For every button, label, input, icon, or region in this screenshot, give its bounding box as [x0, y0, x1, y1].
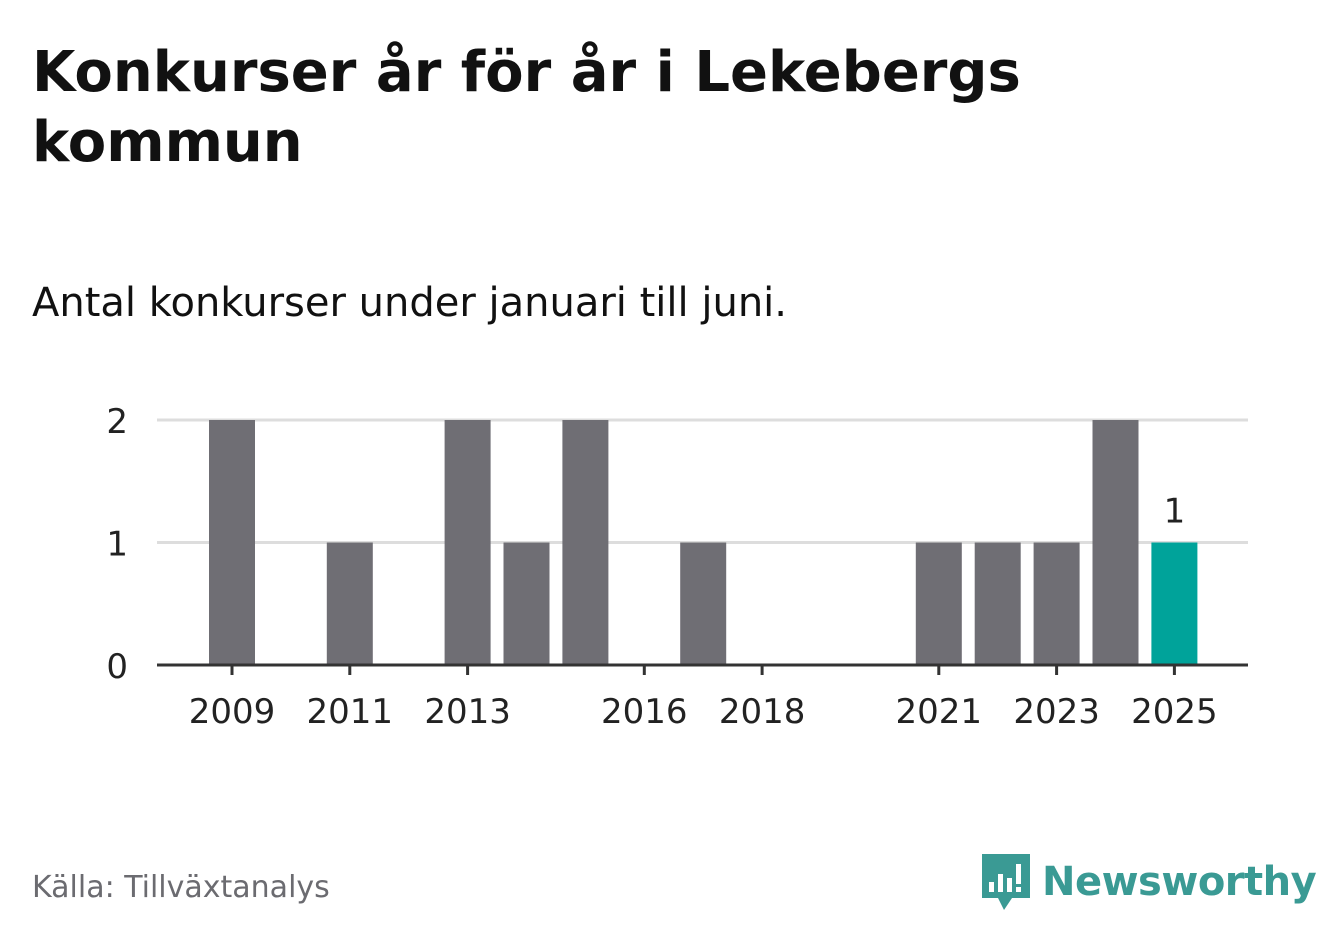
bar-2022 [974, 542, 1021, 665]
data-label: 1 [1164, 492, 1186, 532]
labels: 0 1 2 2009 2011 2013 2016 2018 2021 2023 2025 1 [106, 402, 1217, 732]
bar-2025 [1151, 542, 1198, 665]
newsworthy-logo-icon [982, 854, 1030, 910]
brand-logo[interactable]: Newsworthy [980, 850, 1317, 914]
bar-2014 [503, 542, 550, 665]
bar-2011 [326, 542, 373, 665]
axes [157, 663, 1248, 675]
bar-chart: 0 1 2 2009 2011 2013 2016 2018 2021 2023 2025 1 [106, 402, 1248, 732]
chart-subtitle: Antal konkurser under januari till juni. [32, 280, 787, 326]
bars [209, 420, 1198, 665]
x-tick-label: 2025 [1131, 692, 1218, 732]
bar-2021 [915, 542, 962, 665]
x-tick-label: 2009 [189, 692, 276, 732]
x-tick-label: 2018 [719, 692, 806, 732]
x-tick-label: 2016 [601, 692, 688, 732]
bar-2017 [680, 542, 727, 665]
x-tick-label: 2023 [1013, 692, 1100, 732]
bar-2013 [444, 420, 491, 665]
brand-name: Newsworthy [1042, 859, 1317, 905]
chart-title: Konkurser år för år i Lekebergs kommun [32, 40, 1021, 175]
x-tick-label: 2013 [424, 692, 511, 732]
y-tick-label: 2 [106, 402, 128, 442]
x-tick-label: 2011 [307, 692, 394, 732]
source-note: Källa: Tillväxtanalys [32, 870, 330, 905]
bar-2015 [562, 420, 609, 665]
y-tick-label: 0 [106, 647, 128, 687]
gridlines [157, 418, 1248, 544]
x-tick-label: 2021 [896, 692, 983, 732]
bar-2023 [1033, 542, 1080, 665]
y-tick-label: 1 [106, 525, 128, 565]
bar-2024 [1092, 420, 1139, 665]
bar-2009 [209, 420, 255, 665]
